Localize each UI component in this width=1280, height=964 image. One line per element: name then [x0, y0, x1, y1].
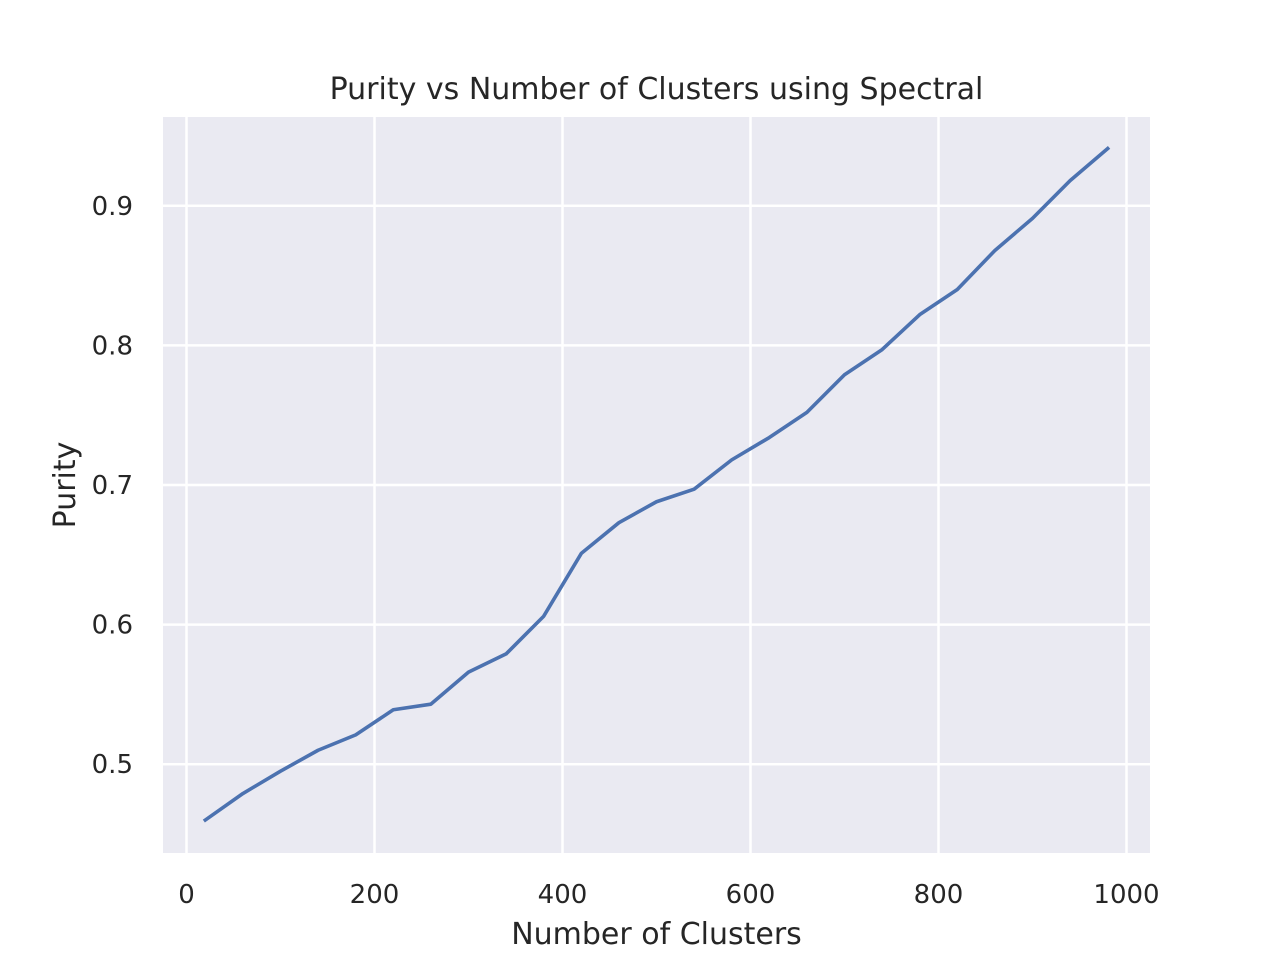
- y-tick-label: 0.8: [92, 331, 133, 361]
- x-tick-label: 0: [178, 880, 195, 910]
- y-tick-label: 0.7: [92, 471, 133, 501]
- x-tick-label: 400: [538, 880, 588, 910]
- y-tick-label: 0.6: [92, 611, 133, 641]
- x-tick-label: 600: [726, 880, 776, 910]
- x-tick-label: 800: [914, 880, 964, 910]
- x-axis-label: Number of Clusters: [511, 917, 802, 952]
- y-axis-label: Purity: [48, 442, 83, 529]
- x-tick-label: 1000: [1093, 880, 1159, 910]
- chart-title: Purity vs Number of Clusters using Spect…: [330, 72, 984, 107]
- y-tick-label: 0.9: [92, 192, 133, 222]
- x-tick-label: 200: [350, 880, 400, 910]
- y-tick-label: 0.5: [92, 750, 133, 780]
